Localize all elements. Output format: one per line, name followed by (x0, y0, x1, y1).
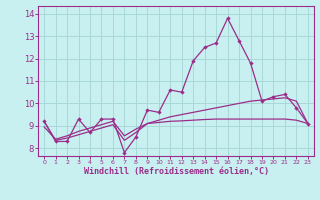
X-axis label: Windchill (Refroidissement éolien,°C): Windchill (Refroidissement éolien,°C) (84, 167, 268, 176)
